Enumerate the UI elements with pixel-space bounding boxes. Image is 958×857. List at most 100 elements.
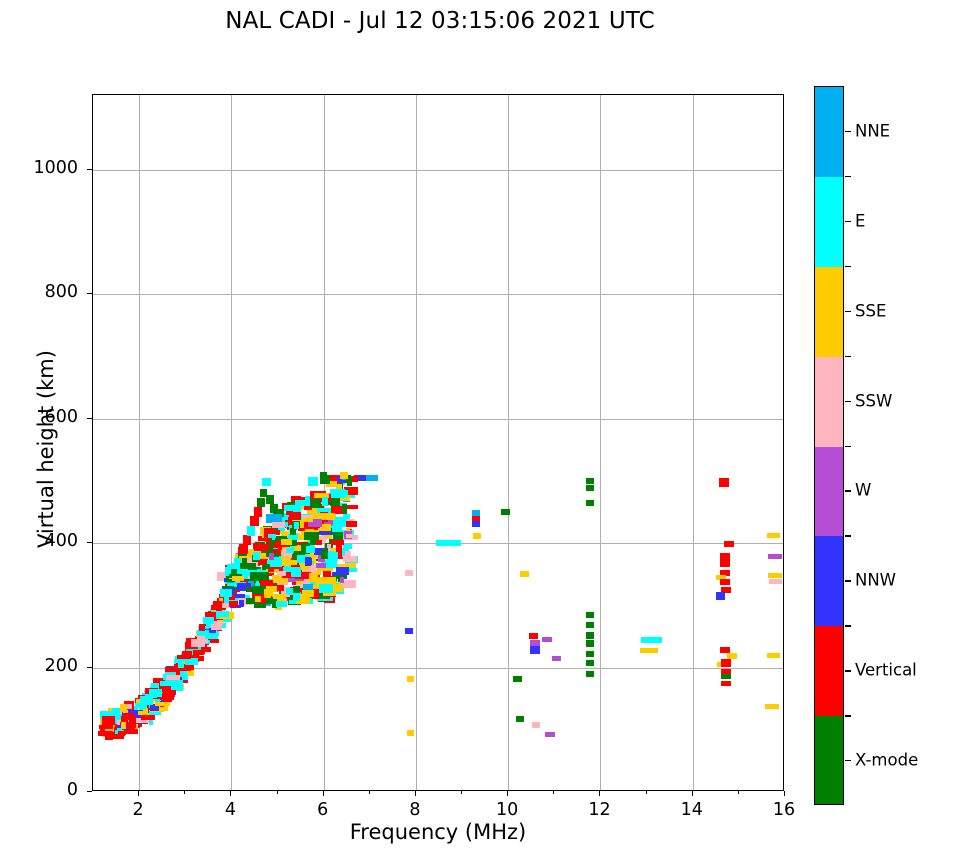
plot-canvas bbox=[92, 94, 784, 791]
echo-mark bbox=[278, 600, 287, 607]
echo-mark bbox=[149, 689, 162, 697]
echo-mark bbox=[212, 600, 223, 609]
echo-mark bbox=[326, 543, 331, 553]
echo-mark bbox=[405, 569, 413, 576]
echo-mark bbox=[149, 704, 159, 712]
echo-mark bbox=[346, 527, 351, 532]
echo-mark bbox=[267, 533, 276, 539]
echo-mark bbox=[336, 566, 349, 575]
echo-mark bbox=[191, 638, 206, 647]
x-tick-label: 2 bbox=[132, 800, 144, 820]
echo-mark bbox=[199, 623, 206, 632]
echo-mark bbox=[319, 475, 331, 485]
echo-mark bbox=[586, 477, 595, 484]
echo-mark bbox=[586, 640, 595, 648]
echo-mark bbox=[473, 532, 481, 539]
echo-mark bbox=[100, 711, 109, 716]
echo-mark bbox=[180, 671, 188, 677]
echo-mark bbox=[312, 512, 327, 520]
colorbar-label-vertical: Vertical bbox=[855, 660, 917, 680]
echo-mark bbox=[300, 559, 308, 570]
echo-mark bbox=[285, 548, 296, 553]
echo-mark bbox=[257, 498, 265, 508]
echo-mark bbox=[176, 654, 191, 659]
echo-mark bbox=[239, 600, 244, 607]
colorbar-band bbox=[815, 176, 843, 268]
echo-mark bbox=[305, 557, 311, 566]
echo-mark bbox=[321, 513, 336, 521]
echo-mark bbox=[296, 514, 308, 525]
echo-mark bbox=[305, 546, 316, 553]
echo-mark bbox=[586, 650, 595, 657]
echo-mark bbox=[97, 731, 113, 736]
echo-mark bbox=[312, 524, 328, 532]
echo-mark bbox=[239, 578, 248, 585]
echo-mark bbox=[268, 565, 274, 573]
echo-mark bbox=[140, 695, 153, 705]
echo-mark bbox=[189, 647, 201, 653]
colorbar-tick bbox=[845, 310, 851, 313]
colorbar-boundary-tick bbox=[845, 625, 851, 627]
echo-mark bbox=[294, 594, 310, 604]
x-tick-minor bbox=[184, 791, 186, 794]
echo-mark bbox=[304, 496, 312, 507]
echo-mark bbox=[528, 633, 539, 640]
echo-mark bbox=[271, 598, 278, 608]
echo-mark bbox=[253, 552, 261, 561]
echo-mark bbox=[254, 572, 270, 579]
echo-mark bbox=[254, 506, 263, 517]
echo-mark bbox=[203, 616, 215, 624]
colorbar-tick bbox=[845, 580, 851, 582]
echo-mark bbox=[146, 696, 161, 702]
echo-mark bbox=[123, 726, 136, 735]
echo-mark bbox=[196, 629, 209, 636]
echo-mark bbox=[342, 567, 358, 573]
echo-mark bbox=[767, 572, 782, 578]
gridline-vertical bbox=[231, 95, 233, 790]
echo-mark bbox=[501, 508, 511, 515]
echo-mark bbox=[264, 563, 270, 569]
echo-mark bbox=[229, 573, 243, 579]
x-tick-label: 12 bbox=[588, 800, 611, 820]
colorbar-label-e: E bbox=[855, 211, 866, 231]
echo-mark bbox=[181, 673, 189, 681]
echo-mark bbox=[102, 715, 116, 725]
colorbar-boundary-tick bbox=[845, 355, 851, 358]
echo-mark bbox=[111, 708, 120, 714]
x-tick-minor bbox=[553, 791, 555, 794]
echo-mark bbox=[205, 632, 218, 639]
echo-mark bbox=[281, 574, 296, 582]
colorbar-tick bbox=[845, 400, 851, 402]
echo-mark bbox=[311, 589, 320, 599]
echo-mark bbox=[177, 662, 185, 669]
echo-mark bbox=[331, 584, 343, 593]
echo-mark bbox=[342, 580, 357, 589]
echo-mark bbox=[305, 553, 322, 559]
echo-mark bbox=[344, 551, 351, 556]
echo-mark bbox=[340, 576, 345, 584]
echo-mark bbox=[307, 519, 323, 527]
echo-mark bbox=[123, 713, 134, 720]
echo-mark bbox=[303, 578, 310, 588]
echo-mark bbox=[234, 593, 246, 599]
x-tick-minor bbox=[368, 791, 370, 794]
echo-mark bbox=[314, 536, 326, 542]
echo-mark bbox=[230, 594, 241, 603]
echo-mark bbox=[272, 564, 284, 573]
echo-mark bbox=[254, 596, 261, 602]
echo-mark bbox=[345, 521, 357, 527]
azimuth-colorbar bbox=[814, 86, 844, 805]
echo-mark bbox=[542, 637, 553, 643]
echo-mark bbox=[204, 638, 220, 643]
echo-mark bbox=[327, 576, 336, 587]
echo-mark bbox=[98, 725, 113, 730]
echo-mark bbox=[342, 513, 351, 522]
echo-mark bbox=[291, 553, 301, 563]
x-tick bbox=[230, 791, 232, 796]
echo-mark bbox=[326, 552, 339, 561]
echo-mark bbox=[342, 504, 348, 514]
x-tick-minor bbox=[461, 791, 463, 794]
echo-mark bbox=[315, 576, 328, 582]
echo-mark bbox=[719, 553, 731, 568]
